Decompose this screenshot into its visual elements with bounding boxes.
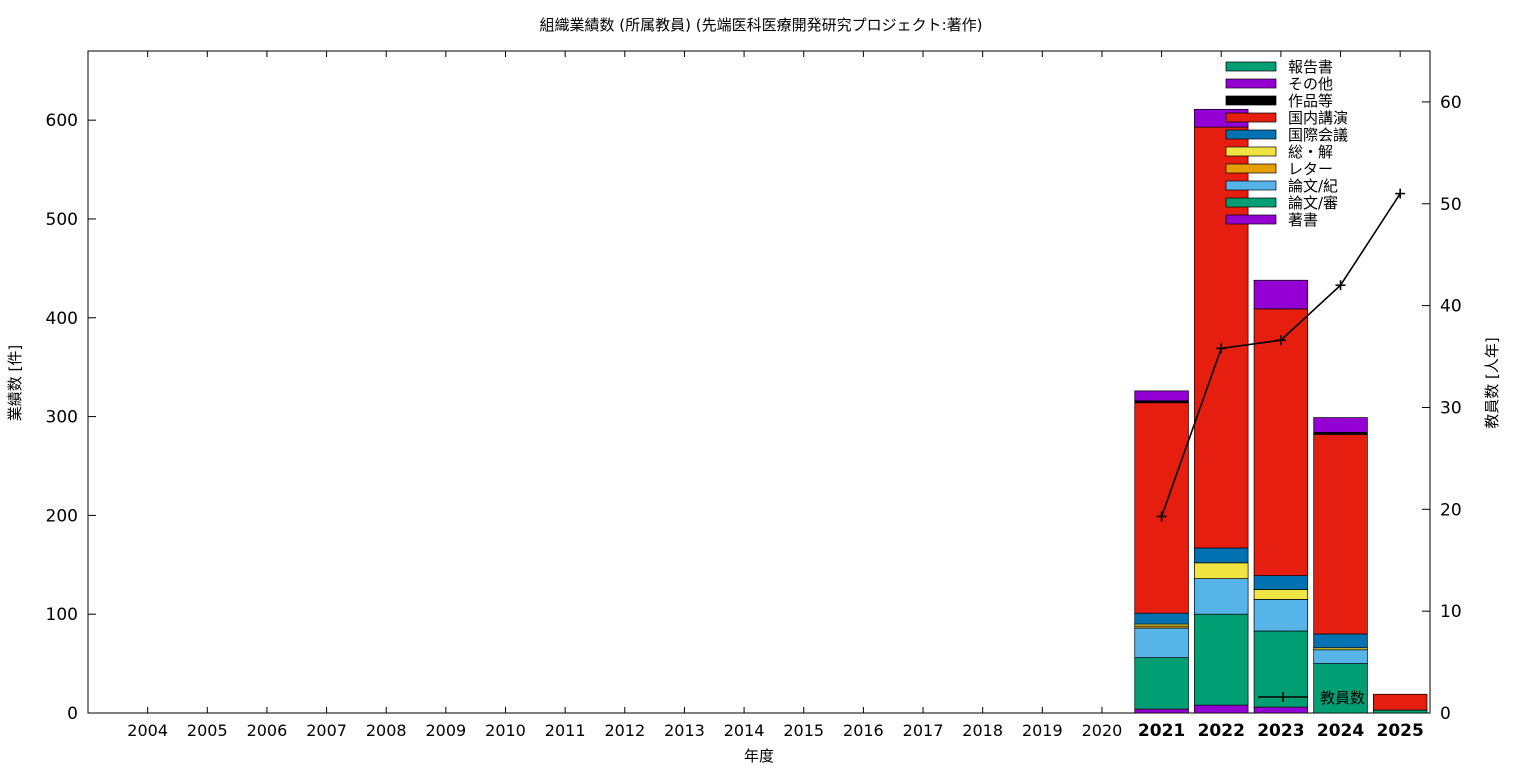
bar-segment (1194, 704, 1249, 714)
plot-frame (87, 50, 1431, 714)
legend-swatch (1225, 112, 1277, 123)
x-tick-label: 2025 (1377, 721, 1424, 741)
x-tick-label: 2018 (962, 721, 1003, 740)
bar-segment (1134, 402, 1189, 614)
bar-segment (1194, 613, 1249, 706)
bar-segment (1134, 612, 1189, 625)
y-tick-label: 0 (67, 704, 78, 724)
x-tick-label: 2024 (1317, 721, 1364, 741)
bar-segment (1372, 693, 1428, 711)
y-tick-label: 400 (46, 309, 78, 329)
bar-segment (1253, 308, 1309, 577)
bar-segment (1313, 663, 1368, 714)
x-tick-label: 2019 (1022, 721, 1063, 740)
bar-segment (1194, 562, 1249, 579)
bar-segment (1134, 657, 1189, 710)
legend-label: 論文/審 (1288, 194, 1338, 212)
x-tick-label: 2010 (485, 721, 526, 740)
bar-segment (1253, 706, 1309, 714)
legend-label: レター (1288, 160, 1333, 178)
legend-swatch (1225, 78, 1277, 89)
x-tick-label: 2014 (724, 721, 765, 740)
x-tick-label: 2006 (247, 721, 288, 740)
x-tick-label: 2015 (783, 721, 824, 740)
bar-segment (1253, 589, 1309, 600)
legend-swatch (1225, 163, 1277, 174)
legend-swatch (1225, 61, 1277, 72)
legend-swatch (1225, 146, 1277, 157)
y-tick-label: 100 (46, 605, 78, 625)
y2-tick-label: 0 (1440, 704, 1451, 724)
x-tick-label: 2022 (1198, 721, 1245, 741)
bar-segment (1194, 126, 1249, 549)
y2-tick-label: 10 (1440, 602, 1462, 622)
x-tick-label: 2011 (545, 721, 586, 740)
legend-swatch (1225, 129, 1277, 140)
y-axis-label: 業績数 [件] (6, 345, 24, 421)
bar-segment (1372, 709, 1428, 714)
y2-tick-label: 30 (1440, 398, 1462, 418)
bar-segment (1313, 649, 1368, 664)
bar-segment (1194, 547, 1249, 564)
y2-axis-label: 教員数 [人年] (1483, 337, 1501, 428)
legend-label: 国際会議 (1288, 126, 1348, 144)
legend-label: 教員数 (1320, 689, 1365, 707)
x-tick-label: 2021 (1138, 721, 1185, 741)
y-tick-label: 300 (46, 408, 78, 428)
y2-tick-label: 20 (1440, 500, 1462, 520)
bar-segment (1253, 630, 1309, 708)
x-tick-label: 2017 (903, 721, 944, 740)
legend-label: 国内講演 (1288, 109, 1348, 127)
bar-segment (1253, 279, 1309, 310)
x-tick-label: 2016 (843, 721, 884, 740)
y2-tick-label: 40 (1440, 297, 1462, 317)
legend-label: その他 (1288, 75, 1333, 93)
legend-swatch (1225, 214, 1277, 225)
legend-label: 著書 (1288, 211, 1318, 229)
y-tick-label: 600 (46, 111, 78, 131)
x-tick-label: 2013 (664, 721, 705, 740)
bar-segment (1253, 575, 1309, 590)
x-tick-label: 2023 (1257, 721, 1304, 741)
bar-segment (1313, 417, 1368, 433)
bar-segment (1194, 578, 1249, 615)
y-tick-label: 500 (46, 210, 78, 230)
bar-segment (1313, 633, 1368, 649)
plot-area: 0 100 200 300 400 500 600 0 10 20 30 40 50 60 2004 2005… (46, 50, 1462, 741)
legend-swatch (1225, 197, 1277, 208)
legend-label: 論文/紀 (1288, 177, 1338, 195)
x-axis-label: 年度 (744, 747, 774, 765)
x-tick-label: 2005 (187, 721, 228, 740)
bar-segment (1134, 390, 1189, 402)
legend-swatch (1225, 180, 1277, 191)
x-tick-label: 2009 (426, 721, 467, 740)
legend-label: 作品等 (1288, 92, 1333, 110)
x-tick-label: 2004 (127, 721, 168, 740)
y-tick-label: 200 (46, 506, 78, 526)
bar-segment (1134, 627, 1189, 659)
legend-label: 報告書 (1288, 58, 1333, 76)
x-tick-label: 2012 (604, 721, 645, 740)
legend-swatch (1225, 95, 1277, 106)
y2-tick-label: 60 (1440, 93, 1462, 113)
x-tick-label: 2008 (366, 721, 407, 740)
chart-title: 組織業績数 (所属教員) (先端医科医療開発研究プロジェクト:著作) (539, 16, 982, 34)
y2-tick-label: 50 (1440, 195, 1462, 215)
bar-segment (1253, 599, 1309, 632)
bar-segment (1134, 708, 1189, 714)
x-tick-label: 2020 (1082, 721, 1123, 740)
x-tick-label: 2007 (306, 721, 347, 740)
bar-segment (1313, 434, 1368, 635)
legend-label: 総・解 (1288, 143, 1333, 161)
